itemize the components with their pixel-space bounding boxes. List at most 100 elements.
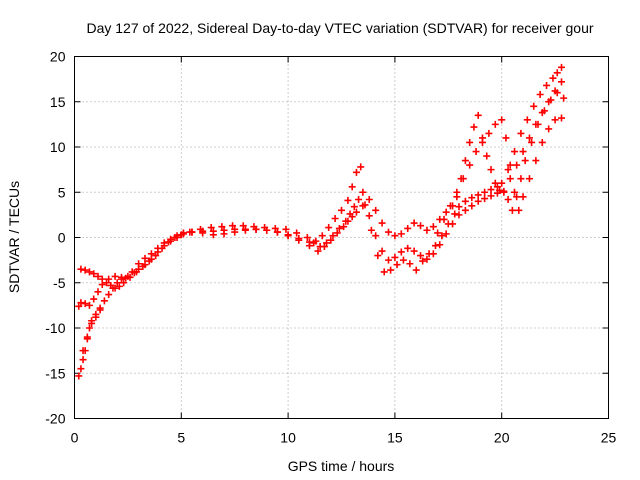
data-point [487,166,495,174]
data-point [81,300,89,308]
data-point [493,183,501,191]
data-point [506,161,514,169]
data-point [451,210,459,218]
data-point [320,243,328,251]
data-point [365,212,373,220]
data-point [549,74,557,82]
data-point [393,261,401,269]
data-point [517,129,525,137]
data-point [111,284,119,292]
data-point [85,301,93,309]
data-point [523,116,531,124]
data-point [329,232,337,240]
data-point [359,202,367,210]
y-tick-label: 5 [58,184,66,200]
data-point [504,166,512,174]
data-point [449,220,457,228]
data-point [511,188,519,196]
data-point [103,279,111,287]
data-point [525,134,533,142]
y-tick-label: 0 [58,230,66,246]
data-point [152,252,160,260]
x-tick-label: 5 [177,430,185,446]
data-point [305,242,313,250]
data-point [75,372,83,380]
y-tick-label: -15 [45,365,65,381]
data-point [558,78,566,86]
y-tick-label: -10 [45,320,65,336]
data-point [77,299,85,307]
data-point [399,256,407,264]
data-point [547,96,555,104]
data-point [88,319,96,327]
data-point [513,161,521,169]
data-point [545,125,553,133]
data-point [126,273,134,281]
data-point [241,226,249,234]
data-point [434,229,442,237]
data-point [470,123,478,131]
data-point [429,223,437,231]
data-point [229,222,237,230]
data-point [440,215,448,223]
data-point [410,219,418,227]
data-point [519,193,527,201]
x-tick-label: 25 [601,430,617,446]
data-point [79,356,87,364]
data-point [107,281,115,289]
data-point [327,236,335,244]
data-point [367,226,375,234]
data-point [374,252,382,260]
data-point [511,148,519,156]
data-point [338,206,345,214]
data-point [100,297,108,305]
y-tick-label: 20 [50,49,66,65]
data-point [263,226,271,234]
data-point [282,225,290,233]
data-point [197,225,205,233]
data-point [147,250,155,258]
data-point [310,239,318,247]
data-point [543,81,551,89]
data-point [404,224,412,232]
data-point [357,163,365,171]
data-point [525,175,533,183]
data-point [515,206,523,214]
data-point [461,206,469,214]
data-point [459,175,467,183]
data-series [75,63,566,380]
data-point [429,250,437,258]
data-point [423,255,431,263]
data-point [436,241,444,249]
data-point [293,229,301,237]
data-point [303,234,311,241]
data-point [528,138,536,146]
x-tick-label: 20 [494,430,510,446]
data-point [461,197,469,205]
data-point [387,266,395,274]
data-point [442,208,450,216]
axis-ticks: 0 5 10 15 20 25 -20 -15 -10 -5 0 5 10 15 20 [45,49,616,446]
data-point [487,186,495,194]
data-point [481,188,489,196]
data-point [453,188,461,196]
data-point [188,228,196,236]
data-point [498,179,506,187]
data-series [79,114,566,355]
data-point [81,266,89,274]
data-point [352,168,360,176]
data-point [113,279,121,287]
data-point [493,189,501,197]
data-point [340,223,348,231]
x-tick-label: 15 [387,430,403,446]
data-point [295,236,303,244]
data-point [412,266,420,274]
grid [74,56,609,419]
y-tick-label: 15 [50,94,66,110]
data-point [502,134,510,142]
data-point [380,268,388,276]
data-point [536,91,544,99]
y-axis-label: SDTVAR / TECUs [6,181,22,293]
data-point [498,116,506,124]
